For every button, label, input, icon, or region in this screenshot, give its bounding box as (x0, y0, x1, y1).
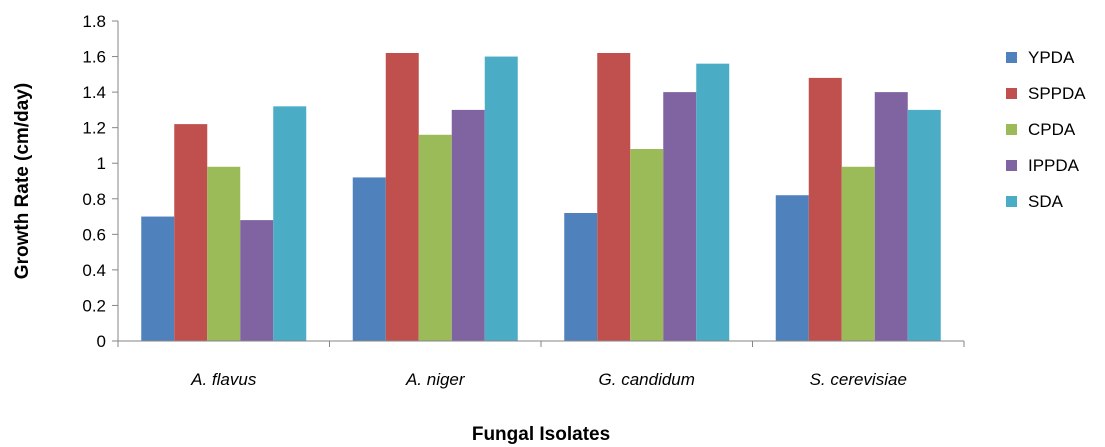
bar-cpda-2 (630, 149, 664, 341)
legend: YPDA SPPDA CPDA IPPDA SDA (1006, 48, 1086, 211)
category-label: G. candidum (599, 370, 695, 389)
legend-label-sppda: SPPDA (1028, 84, 1086, 103)
legend-swatch-cpda (1006, 124, 1017, 135)
bar-ypda-3 (775, 195, 809, 341)
category-label: A. flavus (190, 370, 257, 389)
legend-label-ippda: IPPDA (1028, 156, 1080, 175)
category-label: S. cerevisiae (810, 370, 907, 389)
bar-ippda-0 (240, 220, 274, 341)
bar-ippda-3 (874, 92, 908, 341)
bar-sppda-2 (597, 53, 631, 341)
y-tick-label: 1.8 (82, 12, 106, 31)
y-axis-title: Growth Rate (cm/day) (12, 83, 33, 279)
y-tick-label: 0.8 (82, 190, 106, 209)
legend-swatch-sppda (1006, 88, 1017, 99)
bar-cpda-0 (207, 166, 241, 341)
bars (141, 53, 941, 342)
bar-sppda-3 (808, 77, 842, 341)
legend-swatch-ippda (1006, 160, 1017, 171)
bar-ypda-0 (141, 216, 175, 341)
bar-ippda-1 (451, 109, 485, 341)
y-axis-ticks: 0 0.2 0.4 0.6 0.8 1 1.2 1.4 1.6 1.8 (82, 12, 118, 351)
bar-ippda-2 (663, 92, 697, 341)
legend-swatch-sda (1006, 196, 1017, 207)
bar-ypda-1 (352, 177, 386, 341)
y-tick-label: 0.6 (82, 225, 106, 244)
bar-sda-3 (907, 109, 941, 341)
x-axis-title: Fungal Isolates (472, 424, 610, 445)
category-labels: A. flavus A. niger G. candidum S. cerevisia… (190, 370, 907, 389)
legend-label-ypda: YPDA (1028, 48, 1075, 67)
bar-cpda-1 (418, 134, 452, 341)
y-tick-label: 1.4 (82, 83, 106, 102)
legend-label-cpda: CPDA (1028, 120, 1076, 139)
x-axis-ticks (117, 341, 965, 347)
y-tick-label: 1.6 (82, 48, 106, 67)
bar-ypda-2 (564, 213, 598, 341)
bar-sda-1 (484, 56, 518, 342)
bar-sda-2 (696, 63, 730, 342)
category-label: A. niger (405, 370, 466, 389)
legend-label-sda: SDA (1028, 192, 1064, 211)
legend-swatch-ypda (1006, 52, 1017, 63)
bar-sda-0 (273, 106, 307, 341)
y-tick-label: 1.2 (82, 119, 106, 138)
bar-sppda-0 (174, 124, 208, 341)
y-tick-label: 0.2 (82, 296, 106, 315)
y-tick-label: 0 (97, 332, 106, 351)
y-tick-label: 1 (97, 154, 106, 173)
y-tick-label: 0.4 (82, 261, 106, 280)
bar-sppda-1 (385, 53, 419, 341)
bar-cpda-3 (841, 166, 875, 341)
